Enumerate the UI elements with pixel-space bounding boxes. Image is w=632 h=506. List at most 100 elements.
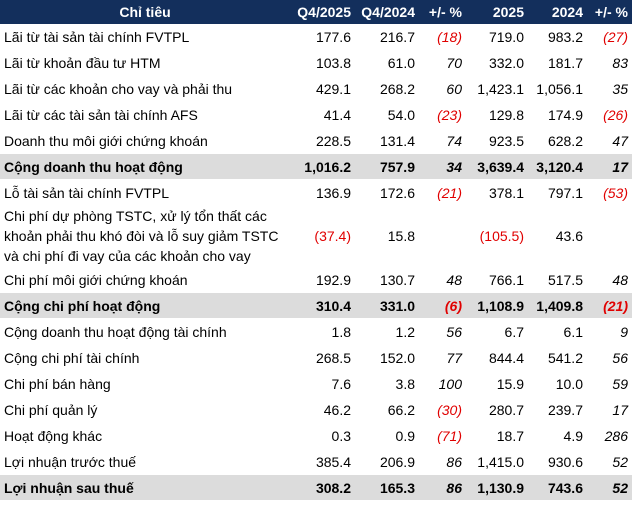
cell: 61.0 (355, 49, 419, 76)
cell: 766.1 (466, 266, 528, 293)
cell: 35 (587, 75, 632, 102)
cell: 1.8 (290, 318, 355, 345)
cell: 7.6 (290, 370, 355, 397)
cell: 86 (419, 474, 466, 501)
cell: 757.9 (355, 153, 419, 180)
cell: (105.5) (466, 205, 528, 267)
cell: 797.1 (528, 179, 587, 206)
row-label: Lãi từ các tài sản tài chính AFS (0, 101, 290, 128)
cell: 74 (419, 127, 466, 154)
cell: 332.0 (466, 49, 528, 76)
cell: 174.9 (528, 101, 587, 128)
cell: 43.6 (528, 205, 587, 267)
cell: 165.3 (355, 474, 419, 501)
cell: 239.7 (528, 396, 587, 423)
cell: 17 (587, 396, 632, 423)
cell: 228.5 (290, 127, 355, 154)
cell: 3.8 (355, 370, 419, 397)
table-row: Cộng doanh thu hoạt động tài chính 1.8 1.2… (0, 318, 632, 345)
cell: 177.6 (290, 24, 355, 50)
cell: 6.1 (528, 318, 587, 345)
cell: 308.2 (290, 474, 355, 501)
cell: (18) (419, 24, 466, 50)
cell: 131.4 (355, 127, 419, 154)
cell: 268.2 (355, 75, 419, 102)
cell: 48 (587, 266, 632, 293)
cell: 47 (587, 127, 632, 154)
cell: 429.1 (290, 75, 355, 102)
header-cell: Q4/2025 (290, 0, 355, 24)
cell: 83 (587, 49, 632, 76)
table-row: Chi phí bán hàng 7.6 3.8 100 15.9 10.0 59 (0, 370, 632, 397)
cell: 6.7 (466, 318, 528, 345)
cell: 1.2 (355, 318, 419, 345)
header-cell: Q4/2024 (355, 0, 419, 24)
table-row: Lợi nhuận sau thuế 308.2 165.3 86 1,130.9 743… (0, 474, 632, 501)
cell: (21) (587, 292, 632, 319)
cell: 0.3 (290, 422, 355, 449)
table-row: Chi phí môi giới chứng khoán 192.9 130.7 48… (0, 266, 632, 293)
cell (419, 205, 466, 267)
cell: 0.9 (355, 422, 419, 449)
cell: 152.0 (355, 344, 419, 371)
row-label: Cộng chi phí tài chính (0, 344, 290, 371)
row-label: Lãi từ tài sản tài chính FVTPL (0, 24, 290, 50)
table-row: Cộng chi phí tài chính 268.5 152.0 77 844.4 5… (0, 344, 632, 371)
table-row: Lãi từ các tài sản tài chính AFS 41.4 54.0… (0, 101, 632, 128)
cell: 541.2 (528, 344, 587, 371)
table-row: Lãi từ tài sản tài chính FVTPL 177.6 216.7… (0, 24, 632, 50)
cell: (21) (419, 179, 466, 206)
cell: 385.4 (290, 448, 355, 475)
row-label: Chi phí bán hàng (0, 370, 290, 397)
header-cell: 2025 (466, 0, 528, 24)
row-label: Cộng chi phí hoạt động (0, 292, 290, 319)
table-row: Lãi từ khoản đầu tư HTM 103.8 61.0 70 332.0 1… (0, 49, 632, 76)
cell: 930.6 (528, 448, 587, 475)
row-label: Chi phí quản lý (0, 396, 290, 423)
table-row: Cộng chi phí hoạt động 310.4 331.0 (6) 1,108… (0, 292, 632, 319)
table-body: Lãi từ tài sản tài chính FVTPL 177.6 216.7… (0, 24, 632, 501)
row-label: Lỗ tài sản tài chính FVTPL (0, 179, 290, 206)
cell: 3,639.4 (466, 153, 528, 180)
cell: 100 (419, 370, 466, 397)
cell: (26) (587, 101, 632, 128)
table-row: Chi phí dự phòng TSTC, xử lý tổn thất cá… (0, 205, 632, 267)
table-row: Lãi từ các khoản cho vay và phải thu 429.… (0, 75, 632, 102)
row-label: Chi phí dự phòng TSTC, xử lý tổn thất cá… (0, 205, 290, 267)
header-cell: +/- % (587, 0, 632, 24)
cell: 130.7 (355, 266, 419, 293)
header-cell: Chỉ tiêu (0, 0, 290, 24)
cell: 3,120.4 (528, 153, 587, 180)
row-label: Chi phí môi giới chứng khoán (0, 266, 290, 293)
cell: 10.0 (528, 370, 587, 397)
cell: 60 (419, 75, 466, 102)
cell: 844.4 (466, 344, 528, 371)
cell: 172.6 (355, 179, 419, 206)
cell: 70 (419, 49, 466, 76)
cell: 103.8 (290, 49, 355, 76)
cell: 1,016.2 (290, 153, 355, 180)
table-row: Chi phí quản lý 46.2 66.2 (30) 280.7 239.7 17 (0, 396, 632, 423)
cell: 56 (419, 318, 466, 345)
cell: 378.1 (466, 179, 528, 206)
row-label: Lãi từ các khoản cho vay và phải thu (0, 75, 290, 102)
cell: 77 (419, 344, 466, 371)
cell: 34 (419, 153, 466, 180)
cell: 86 (419, 448, 466, 475)
cell: (71) (419, 422, 466, 449)
cell: 48 (419, 266, 466, 293)
header-row: Chỉ tiêu Q4/2025 Q4/2024 +/- % 2025 2024 +/- % (0, 0, 632, 24)
cell: 66.2 (355, 396, 419, 423)
cell (587, 205, 632, 267)
cell: 1,415.0 (466, 448, 528, 475)
cell: 52 (587, 474, 632, 501)
table-row: Doanh thu môi giới chứng khoán 228.5 131.4… (0, 127, 632, 154)
row-label: Lãi từ khoản đầu tư HTM (0, 49, 290, 76)
cell: 280.7 (466, 396, 528, 423)
cell: 41.4 (290, 101, 355, 128)
cell: 52 (587, 448, 632, 475)
cell: 4.9 (528, 422, 587, 449)
row-label: Lợi nhuận sau thuế (0, 474, 290, 501)
table-row: Cộng doanh thu hoạt động 1,016.2 757.9 34 3,… (0, 153, 632, 180)
